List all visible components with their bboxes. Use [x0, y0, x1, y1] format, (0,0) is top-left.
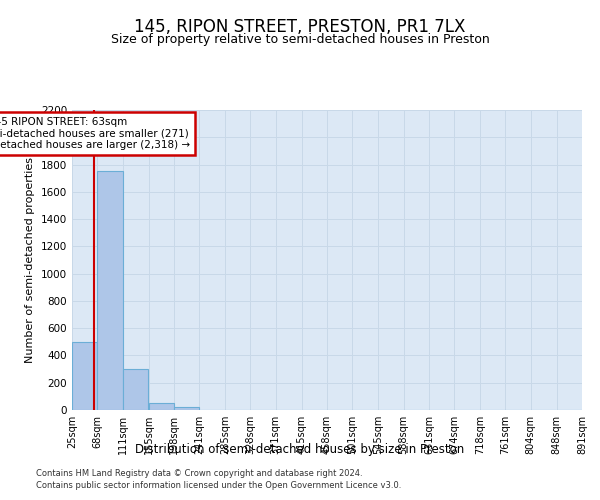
Y-axis label: Number of semi-detached properties: Number of semi-detached properties [25, 157, 35, 363]
Text: 145 RIPON STREET: 63sqm
← 10% of semi-detached houses are smaller (271)
88% of s: 145 RIPON STREET: 63sqm ← 10% of semi-de… [0, 117, 190, 150]
Bar [174, 408, 199, 410]
Text: Distribution of semi-detached houses by size in Preston: Distribution of semi-detached houses by … [136, 442, 464, 456]
Text: Contains public sector information licensed under the Open Government Licence v3: Contains public sector information licen… [36, 481, 401, 490]
Bar [149, 403, 174, 410]
Bar [72, 342, 97, 410]
Text: Contains HM Land Registry data © Crown copyright and database right 2024.: Contains HM Land Registry data © Crown c… [36, 468, 362, 477]
Bar [122, 369, 148, 410]
Text: Size of property relative to semi-detached houses in Preston: Size of property relative to semi-detach… [110, 32, 490, 46]
Bar [97, 172, 122, 410]
Text: 145, RIPON STREET, PRESTON, PR1 7LX: 145, RIPON STREET, PRESTON, PR1 7LX [134, 18, 466, 36]
